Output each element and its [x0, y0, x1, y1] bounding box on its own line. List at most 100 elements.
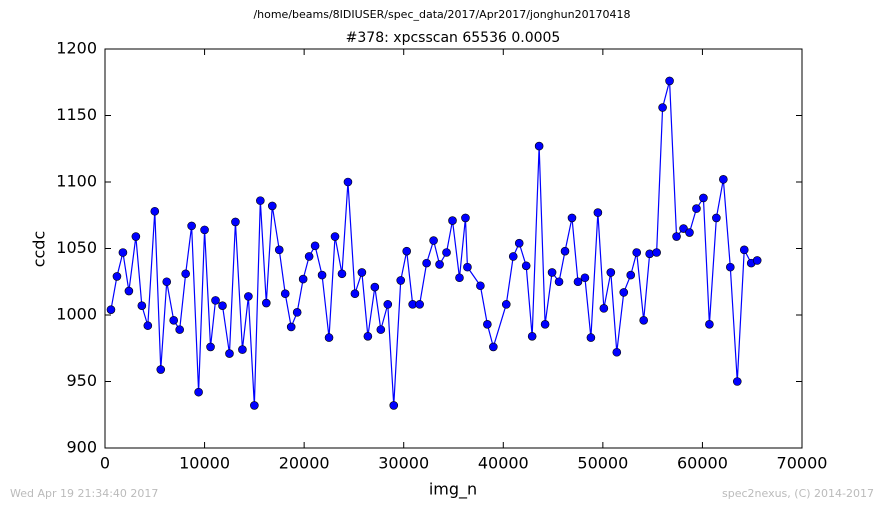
data-point	[343, 177, 353, 187]
data-point	[396, 276, 406, 285]
data-point	[267, 201, 277, 211]
data-point	[150, 206, 160, 216]
data-point	[376, 325, 386, 334]
x-tick-label: 30000	[378, 454, 429, 473]
plot-area	[104, 48, 803, 449]
data-point	[357, 268, 367, 277]
data-point	[685, 228, 694, 237]
data-point	[476, 281, 485, 291]
data-point	[599, 304, 609, 313]
data-point	[672, 232, 681, 241]
data-point	[194, 387, 203, 397]
data-point	[645, 249, 654, 259]
data-point	[206, 342, 215, 352]
data-point	[292, 308, 302, 317]
data-point	[402, 246, 412, 256]
data-point	[370, 282, 380, 292]
data-point	[580, 273, 590, 283]
data-point	[554, 277, 564, 287]
data-point	[739, 245, 749, 255]
y-tick-label: 950	[66, 371, 97, 390]
data-point	[705, 320, 714, 329]
y-tick-label: 900	[66, 438, 97, 457]
data-point	[508, 252, 518, 261]
data-point	[521, 261, 531, 271]
data-point	[137, 301, 147, 310]
data-point	[112, 272, 122, 281]
data-point	[567, 213, 577, 223]
data-point	[489, 342, 498, 352]
data-point	[124, 286, 134, 296]
data-point	[211, 296, 220, 305]
y-tick-label: 1200	[56, 39, 97, 58]
data-point	[118, 248, 128, 257]
data-point	[187, 221, 196, 231]
footer-credit: spec2nexus, (C) 2014-2017	[722, 487, 874, 500]
data-point	[752, 256, 762, 265]
data-point	[540, 320, 550, 329]
data-point	[732, 377, 742, 386]
suptitle: /home/beams/8IDIUSER/spec_data/2017/Apr2…	[253, 8, 630, 21]
data-point	[143, 321, 153, 330]
data-point	[652, 248, 661, 257]
data-point	[162, 277, 172, 287]
y-tick-label: 1050	[56, 238, 97, 257]
data-point	[501, 300, 511, 309]
data-point	[262, 298, 271, 308]
data-point	[619, 288, 629, 297]
data-point	[665, 76, 674, 86]
data-point	[726, 262, 735, 272]
data-point	[231, 217, 240, 227]
chart-title: #378: xpcsscan 65536 0.0005	[346, 30, 561, 46]
data-point	[131, 232, 141, 241]
x-tick-label: 20000	[279, 454, 330, 473]
data-point	[200, 225, 209, 235]
x-tick-label: 70000	[777, 454, 828, 473]
data-point	[225, 349, 234, 358]
data-point	[415, 300, 424, 309]
data-point	[448, 216, 457, 225]
data-point	[712, 213, 721, 223]
data-point	[593, 208, 603, 217]
data-point	[692, 204, 701, 213]
data-point	[658, 103, 667, 112]
data-point	[250, 401, 259, 410]
data-point	[238, 345, 247, 354]
data-point	[274, 245, 284, 255]
data-point	[256, 196, 265, 205]
data-point	[310, 241, 320, 251]
data-point	[280, 289, 290, 299]
y-tick-label: 1000	[56, 305, 97, 324]
data-point	[534, 141, 544, 151]
data-point	[106, 305, 116, 314]
data-point	[455, 273, 464, 283]
data-point	[218, 301, 227, 310]
data-point	[639, 316, 648, 325]
x-tick-label: 10000	[179, 454, 230, 473]
data-point	[389, 401, 399, 410]
data-point	[632, 248, 642, 257]
data-point	[337, 269, 347, 279]
data-line	[110, 80, 758, 406]
data-point	[586, 333, 596, 342]
x-tick-label: 50000	[577, 454, 628, 473]
data-point	[350, 289, 360, 299]
data-point	[435, 260, 444, 269]
x-tick-label: 60000	[677, 454, 728, 473]
footer-date: Wed Apr 19 21:34:40 2017	[10, 487, 158, 500]
y-tick-label: 1150	[56, 105, 97, 124]
x-axis-label: img_n	[429, 480, 477, 500]
data-point	[244, 292, 253, 301]
data-point	[626, 270, 636, 280]
y-tick-label: 1100	[56, 172, 97, 191]
data-point	[527, 331, 537, 341]
data-point	[175, 325, 184, 334]
x-tick-label: 0	[100, 454, 110, 473]
data-point	[422, 258, 431, 268]
y-axis-label: ccdc	[30, 231, 49, 268]
data-point	[547, 268, 557, 277]
x-tick-label: 40000	[478, 454, 529, 473]
data-point	[429, 236, 438, 245]
